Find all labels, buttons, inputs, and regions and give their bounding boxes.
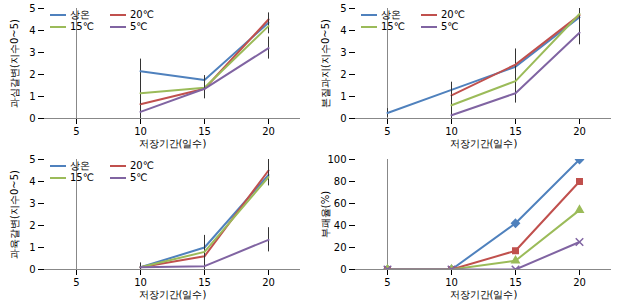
html-text:20℃: 20℃ <box>130 9 154 20</box>
html-text:5℃: 5℃ <box>441 21 459 32</box>
svg-text:4: 4 <box>29 176 35 187</box>
svg-text:15: 15 <box>198 277 211 288</box>
html-text:15℃: 15℃ <box>70 172 94 183</box>
svg-text:10: 10 <box>445 277 458 288</box>
svg-text:5: 5 <box>384 126 390 137</box>
svg-text:5: 5 <box>384 277 390 288</box>
svg-text:5: 5 <box>73 126 79 137</box>
html-text:상온: 상온 <box>381 9 401 20</box>
html-text:5℃: 5℃ <box>130 172 148 183</box>
svg-text:과심갈변(지수0~5): 과심갈변(지수0~5) <box>9 19 20 108</box>
svg-text:5: 5 <box>29 154 35 165</box>
svg-text:저장기간(일수): 저장기간(일수) <box>139 289 207 300</box>
svg-text:15: 15 <box>198 126 211 137</box>
svg-text:과육갈변(지수0~5): 과육갈변(지수0~5) <box>9 170 20 259</box>
svg-text:0: 0 <box>340 264 346 275</box>
svg-text:3: 3 <box>340 47 346 58</box>
svg-text:3: 3 <box>29 47 35 58</box>
svg-text:5: 5 <box>340 3 346 14</box>
html-text:15℃: 15℃ <box>381 21 405 32</box>
svg-text:100: 100 <box>327 154 346 165</box>
svg-text:80: 80 <box>334 176 347 187</box>
svg-text:1: 1 <box>29 91 35 102</box>
svg-text:저장기간(일수): 저장기간(일수) <box>450 138 518 149</box>
svg-text:0: 0 <box>340 113 346 124</box>
svg-text:20: 20 <box>334 242 347 253</box>
svg-text:저장기간(일수): 저장기간(일수) <box>139 138 207 149</box>
html-text:5℃: 5℃ <box>130 21 148 32</box>
svg-text:10: 10 <box>445 126 458 137</box>
svg-text:40: 40 <box>334 220 347 231</box>
svg-text:2: 2 <box>29 220 35 231</box>
svg-text:부패율(%): 부패율(%) <box>320 191 331 238</box>
svg-text:1: 1 <box>340 91 346 102</box>
svg-text:20: 20 <box>262 126 275 137</box>
svg-text:5: 5 <box>73 277 79 288</box>
svg-text:10: 10 <box>134 277 147 288</box>
html-text:상온: 상온 <box>70 9 90 20</box>
svg-text:2: 2 <box>29 69 35 80</box>
svg-text:5: 5 <box>29 3 35 14</box>
svg-text:3: 3 <box>29 198 35 209</box>
svg-text:20: 20 <box>573 126 586 137</box>
svg-text:10: 10 <box>134 126 147 137</box>
svg-text:60: 60 <box>334 198 347 209</box>
html-text:20℃: 20℃ <box>441 9 465 20</box>
svg-text:15: 15 <box>509 277 522 288</box>
html-text:상온: 상온 <box>70 160 90 171</box>
html-text:20℃: 20℃ <box>130 160 154 171</box>
svg-text:2: 2 <box>340 69 346 80</box>
svg-text:저장기간(일수): 저장기간(일수) <box>450 289 518 300</box>
svg-text:4: 4 <box>340 25 346 36</box>
html-text:15℃: 15℃ <box>70 21 94 32</box>
svg-text:20: 20 <box>573 277 586 288</box>
svg-text:4: 4 <box>29 25 35 36</box>
svg-text:0: 0 <box>29 264 35 275</box>
svg-text:본질과지(지수0~5): 본질과지(지수0~5) <box>320 19 331 108</box>
svg-text:15: 15 <box>509 126 522 137</box>
svg-text:1: 1 <box>29 242 35 253</box>
svg-text:20: 20 <box>262 277 275 288</box>
svg-text:0: 0 <box>29 113 35 124</box>
